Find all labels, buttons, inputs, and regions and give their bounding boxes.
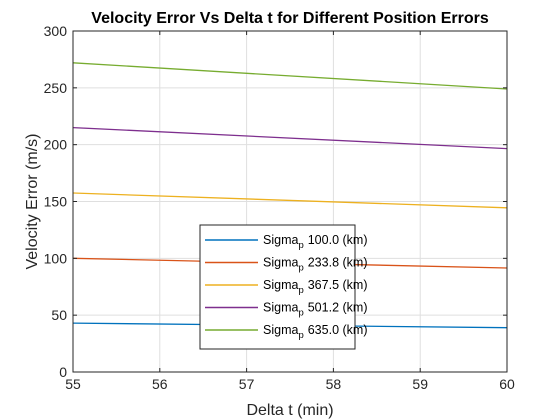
- legend-label-1: Sigmap 100.0 (km): [263, 233, 367, 251]
- y-tick-label: 150: [44, 194, 68, 210]
- y-tick-label: 50: [51, 307, 67, 323]
- legend-box: [199, 224, 356, 350]
- y-axis-label: Velocity Error (m/s): [24, 133, 41, 269]
- x-tick-label: 55: [65, 376, 81, 392]
- x-tick-label: 59: [412, 376, 428, 392]
- series-line-4: [72, 126, 508, 150]
- x-tick-label: 57: [239, 376, 255, 392]
- x-tick-label: 58: [326, 376, 342, 392]
- axis-ticks: 55 56 57 58 59 60 0 50 100 150 200 250 300: [44, 23, 515, 392]
- x-tick-label: 60: [499, 376, 515, 392]
- legend: Sigmap 100.0 (km) Sigmap 233.8 (km) Sigmap 36…: [199, 224, 367, 350]
- series-line-3: [72, 192, 508, 209]
- y-tick-label: 100: [44, 250, 68, 266]
- legend-label-2: Sigmap 233.8 (km): [263, 256, 367, 274]
- series-line-5: [72, 62, 508, 90]
- legend-label-4: Sigmap 501.2 (km): [263, 301, 367, 319]
- legend-label-3: Sigmap 367.5 (km): [263, 278, 367, 296]
- chart-title: Velocity Error Vs Delta t for Different …: [91, 10, 489, 27]
- x-axis-label: Delta t (min): [246, 402, 333, 419]
- y-tick-label: 300: [44, 23, 68, 39]
- y-tick-label: 0: [59, 364, 67, 380]
- legend-label-5: Sigmap 635.0 (km): [263, 323, 367, 341]
- y-tick-label: 200: [44, 137, 68, 153]
- x-tick-label: 56: [152, 376, 168, 392]
- y-tick-label: 250: [44, 80, 68, 96]
